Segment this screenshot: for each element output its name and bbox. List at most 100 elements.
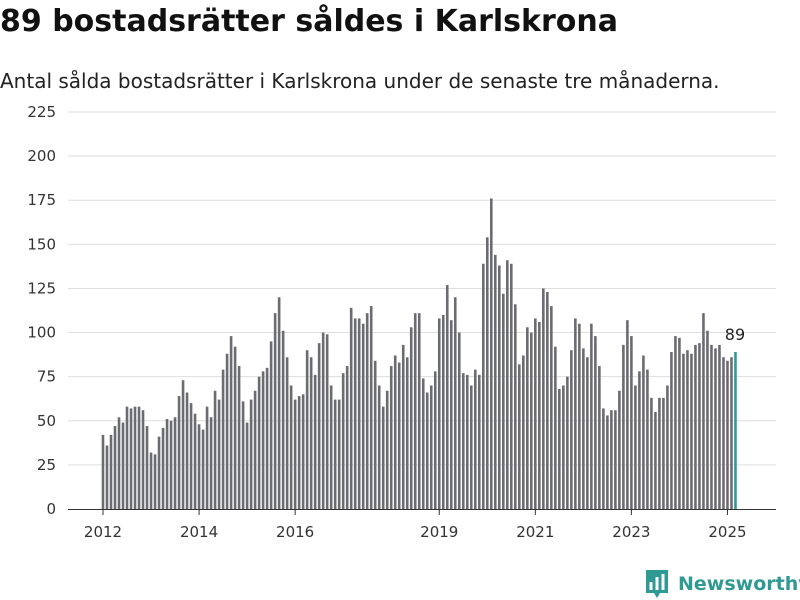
bar	[578, 323, 581, 509]
page-title: 89 bostadsrätter såldes i Karlskrona	[0, 4, 618, 39]
bar	[249, 399, 253, 509]
bar	[489, 198, 493, 509]
bar	[333, 399, 337, 509]
bar	[550, 306, 553, 509]
bar	[129, 408, 133, 509]
bar	[530, 332, 533, 509]
x-tick-label: 2025	[708, 523, 746, 541]
bar	[401, 344, 405, 509]
bar	[385, 390, 389, 509]
bar	[542, 288, 545, 509]
bar	[269, 341, 273, 509]
bar	[465, 374, 469, 509]
bar	[181, 380, 185, 509]
bar	[397, 362, 401, 509]
bar	[405, 357, 409, 509]
bar	[329, 385, 333, 509]
bar	[165, 419, 169, 509]
bar	[169, 420, 173, 509]
bar	[718, 344, 721, 509]
bar	[373, 360, 377, 509]
bar	[481, 263, 485, 509]
bar	[341, 373, 345, 509]
bar	[626, 320, 629, 509]
bar	[602, 408, 605, 509]
bar	[213, 390, 217, 509]
bar	[301, 394, 305, 509]
x-tick-label: 2012	[84, 523, 122, 541]
bar	[726, 360, 729, 509]
bar	[694, 344, 697, 509]
bar	[121, 422, 125, 509]
x-tick-label: 2021	[516, 523, 554, 541]
bar	[241, 401, 245, 509]
bar	[417, 313, 421, 509]
bar	[149, 452, 153, 509]
bar	[101, 434, 105, 509]
bar	[610, 410, 613, 509]
bar	[225, 353, 229, 509]
bar	[674, 336, 677, 509]
bar	[606, 415, 609, 509]
bar	[361, 323, 365, 509]
bar	[205, 406, 209, 509]
bar	[345, 366, 349, 509]
bar	[590, 323, 593, 509]
bar	[441, 314, 445, 509]
bar	[558, 389, 561, 509]
bar	[309, 357, 313, 509]
y-tick-label: 100	[27, 324, 56, 342]
bar	[461, 373, 465, 509]
bar	[365, 313, 369, 509]
bar	[618, 390, 621, 509]
y-tick-label: 0	[46, 500, 56, 518]
bar	[702, 313, 705, 509]
bar	[285, 357, 289, 509]
bar	[518, 364, 521, 509]
bar	[377, 385, 381, 509]
bar	[349, 307, 353, 509]
bar	[714, 348, 717, 509]
bar	[161, 427, 165, 509]
bar	[389, 366, 393, 509]
bar	[105, 445, 109, 509]
bar	[321, 332, 325, 509]
bar	[433, 371, 437, 509]
bar	[634, 385, 637, 509]
bar	[457, 332, 461, 509]
bar	[586, 357, 589, 509]
bar	[650, 397, 653, 509]
bar	[506, 260, 509, 509]
bar	[526, 327, 529, 509]
chart-gridlines	[68, 111, 776, 466]
y-tick-label: 175	[27, 191, 56, 209]
y-axis-ticks: 0 25 50 75 100 125 150 175 200 225	[27, 103, 56, 518]
bar	[642, 355, 645, 509]
bar	[425, 392, 429, 509]
bar	[337, 399, 341, 509]
bar	[237, 366, 241, 509]
x-tick-label: 2014	[180, 523, 218, 541]
bar	[357, 318, 361, 509]
bar	[193, 413, 197, 509]
bar	[546, 291, 549, 509]
bar	[614, 410, 617, 509]
bar	[630, 336, 633, 509]
bar	[570, 350, 573, 509]
x-axis: 2012 2014 2016 2019 2021 2023 2025	[68, 509, 776, 541]
bar	[598, 366, 601, 509]
bar	[566, 376, 569, 509]
bar	[562, 385, 565, 509]
bar	[145, 426, 149, 509]
bar	[574, 318, 577, 509]
bar	[201, 429, 205, 509]
bar	[710, 344, 713, 509]
bar	[313, 374, 317, 509]
y-tick-label: 125	[27, 279, 56, 297]
bar	[698, 343, 701, 509]
newsworthy-chart-icon	[646, 570, 668, 598]
bar	[257, 376, 261, 509]
bar	[305, 350, 309, 509]
bar	[217, 399, 221, 509]
